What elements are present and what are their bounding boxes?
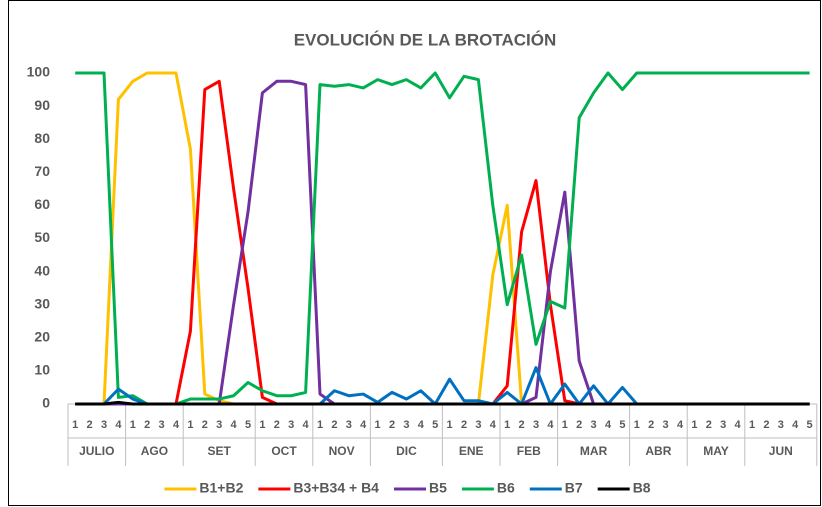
x-tick-label: 1 bbox=[447, 419, 453, 431]
x-tick-label: 2 bbox=[274, 419, 280, 431]
y-tick-label: 80 bbox=[34, 130, 50, 146]
series-line bbox=[75, 71, 810, 406]
x-tick-label: 4 bbox=[115, 419, 122, 431]
x-tick-label: 3 bbox=[533, 419, 539, 431]
month-label: DIC bbox=[396, 444, 417, 458]
month-label: FEB bbox=[517, 444, 541, 458]
x-tick-label: 4 bbox=[173, 419, 180, 431]
y-tick-label: 40 bbox=[34, 262, 50, 278]
x-tick-label: 2 bbox=[202, 419, 208, 431]
x-tick-label: 1 bbox=[259, 419, 265, 431]
x-tick-label: 3 bbox=[591, 419, 597, 431]
y-tick-label: 70 bbox=[34, 163, 50, 179]
x-tick-label: 5 bbox=[432, 419, 438, 431]
month-label: SET bbox=[208, 444, 232, 458]
x-tick-label: 2 bbox=[706, 419, 712, 431]
x-tick-label: 1 bbox=[72, 419, 78, 431]
x-tick-label: 2 bbox=[763, 419, 769, 431]
x-tick-label: 4 bbox=[677, 419, 684, 431]
y-tick-label: 90 bbox=[34, 97, 50, 113]
x-tick-label: 2 bbox=[648, 419, 654, 431]
y-tick-label: 30 bbox=[34, 295, 50, 311]
legend-label: B5 bbox=[429, 480, 447, 496]
x-tick-label: 1 bbox=[504, 419, 510, 431]
x-tick-label: 3 bbox=[663, 419, 669, 431]
x-tick-label: 4 bbox=[231, 419, 238, 431]
x-tick-label: 1 bbox=[187, 419, 193, 431]
x-tick-label: 3 bbox=[403, 419, 409, 431]
x-tick-label: 1 bbox=[562, 419, 568, 431]
legend-label: B7 bbox=[565, 480, 583, 496]
x-tick-label: 3 bbox=[720, 419, 726, 431]
x-tick-label: 2 bbox=[461, 419, 467, 431]
chart-title: EVOLUCIÓN DE LA BROTACIÓN bbox=[294, 30, 557, 49]
x-tick-label: 4 bbox=[490, 419, 497, 431]
x-tick-label: 5 bbox=[245, 419, 251, 431]
x-tick-label: 1 bbox=[634, 419, 640, 431]
x-tick-label: 1 bbox=[317, 419, 323, 431]
y-tick-label: 0 bbox=[42, 395, 50, 411]
month-label: AGO bbox=[141, 444, 168, 458]
x-tick-label: 4 bbox=[303, 419, 310, 431]
month-label: JUN bbox=[769, 444, 793, 458]
x-tick-label: 4 bbox=[360, 419, 367, 431]
month-label: NOV bbox=[329, 444, 355, 458]
x-tick-label: 2 bbox=[519, 419, 525, 431]
legend-label: B3+B34 + B4 bbox=[293, 480, 379, 496]
x-tick-label: 2 bbox=[144, 419, 150, 431]
x-tick-label: 2 bbox=[576, 419, 582, 431]
month-label: OCT bbox=[271, 444, 297, 458]
x-tick-label: 1 bbox=[691, 419, 697, 431]
x-tick-label: 4 bbox=[418, 419, 425, 431]
x-tick-label: 4 bbox=[735, 419, 742, 431]
month-label: MAR bbox=[580, 444, 608, 458]
x-tick-label: 3 bbox=[346, 419, 352, 431]
x-tick-label: 2 bbox=[87, 419, 93, 431]
y-tick-label: 20 bbox=[34, 329, 50, 345]
x-tick-label: 2 bbox=[389, 419, 395, 431]
x-tick-label: 3 bbox=[288, 419, 294, 431]
x-tick-label: 3 bbox=[778, 419, 784, 431]
x-tick-label: 4 bbox=[547, 419, 554, 431]
series-line bbox=[75, 400, 810, 406]
x-tick-label: 1 bbox=[749, 419, 755, 431]
x-tick-label: 4 bbox=[605, 419, 612, 431]
x-tick-label: 1 bbox=[375, 419, 381, 431]
month-label: JULIO bbox=[79, 444, 114, 458]
x-tick-label: 3 bbox=[216, 419, 222, 431]
x-tick-label: 5 bbox=[807, 419, 813, 431]
x-tick-label: 2 bbox=[331, 419, 337, 431]
x-tick-label: 1 bbox=[130, 419, 136, 431]
x-tick-label: 5 bbox=[619, 419, 625, 431]
y-tick-label: 100 bbox=[27, 64, 51, 80]
legend-label: B8 bbox=[633, 480, 651, 496]
month-label: MAY bbox=[703, 444, 729, 458]
month-label: ENE bbox=[459, 444, 484, 458]
x-tick-label: 3 bbox=[159, 419, 165, 431]
y-tick-label: 10 bbox=[34, 362, 50, 378]
x-tick-label: 3 bbox=[101, 419, 107, 431]
legend-label: B6 bbox=[497, 480, 515, 496]
x-tick-label: 3 bbox=[475, 419, 481, 431]
y-tick-label: 50 bbox=[34, 229, 50, 245]
y-tick-label: 60 bbox=[34, 196, 50, 212]
month-label: ABR bbox=[645, 444, 671, 458]
legend-label: B1+B2 bbox=[199, 480, 243, 496]
x-tick-label: 4 bbox=[792, 419, 799, 431]
